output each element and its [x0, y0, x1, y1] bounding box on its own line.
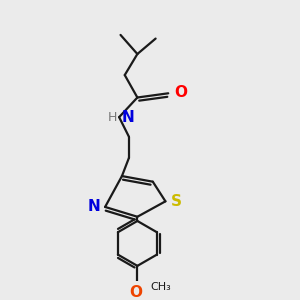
Text: CH₃: CH₃ — [150, 282, 171, 292]
Text: O: O — [130, 285, 142, 300]
Text: S: S — [170, 194, 182, 209]
Text: N: N — [122, 110, 134, 124]
Text: N: N — [87, 200, 100, 214]
Text: H: H — [107, 111, 117, 124]
Text: O: O — [174, 85, 188, 100]
